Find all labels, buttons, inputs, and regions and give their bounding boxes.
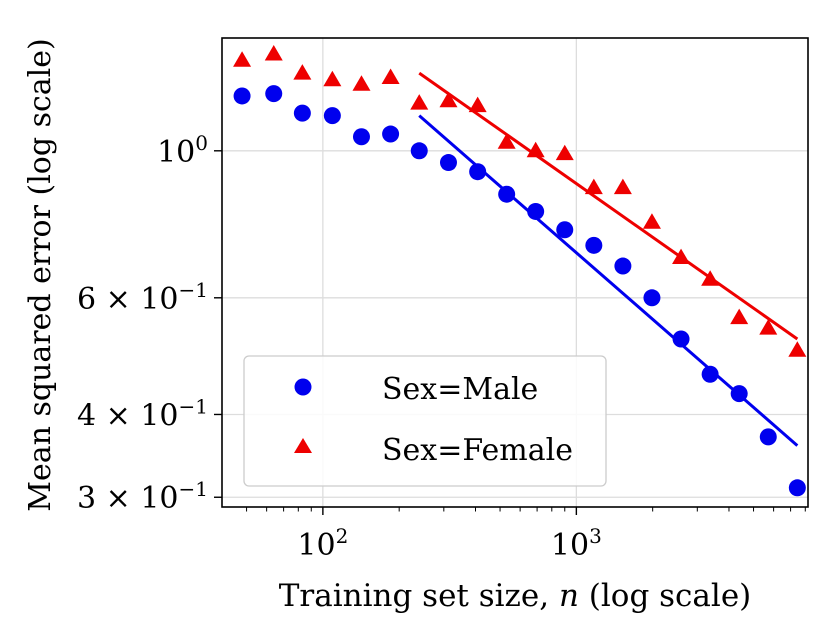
x-tick-label: 103 [551, 524, 602, 563]
x-tick-base: 10 [297, 528, 335, 563]
male-data-point [233, 87, 251, 105]
male-data-point [352, 128, 370, 146]
legend: Sex=Male Sex=Female [243, 355, 607, 487]
x-axis-label-variable: n [559, 578, 579, 614]
y-axis-label: Mean squared error (log scale) [23, 38, 58, 511]
y-tick-label: 4 × 10−1 [77, 394, 208, 433]
y-tick-base: 10 [140, 398, 178, 433]
male-data-point [585, 236, 603, 254]
female-data-point [613, 178, 632, 195]
female-data-point [584, 178, 603, 195]
plot-frame [221, 37, 809, 508]
legend-male-marker [294, 378, 312, 396]
y-tick-base: 10 [140, 282, 178, 317]
male-data-point [265, 85, 283, 103]
x-tick-exponent: 2 [336, 524, 349, 548]
y-tick-label: 100 [157, 131, 208, 170]
legend-box [243, 355, 607, 487]
y-tick-base: 10 [140, 481, 178, 516]
y-tick-label: 3 × 10−1 [77, 477, 208, 516]
female-data-point [555, 144, 574, 161]
y-tick-exponent: −1 [179, 278, 208, 302]
female-data-point [468, 96, 487, 113]
x-tick-exponent: 3 [589, 524, 602, 548]
female-data-point [672, 248, 691, 265]
male-data-point [759, 428, 777, 446]
female-data-point [642, 213, 661, 229]
x-tick-base: 10 [551, 528, 589, 563]
y-tick-base: 10 [157, 135, 195, 170]
x-axis-label-suffix: (log scale) [579, 578, 751, 614]
male-data-point [323, 107, 341, 125]
female-data-point [730, 308, 749, 325]
male-data-point [730, 385, 748, 403]
female-data-point [293, 64, 312, 80]
female-data-point [381, 68, 400, 85]
male-data-point [410, 142, 428, 160]
y-tick-exponent: −1 [179, 477, 208, 501]
female-data-point [759, 319, 778, 335]
y-tick-label: 6 × 10−1 [77, 278, 208, 317]
male-data-point [643, 289, 661, 307]
y-tick-mantissa: 3 × [77, 481, 140, 516]
female-data-point [410, 94, 429, 110]
y-tick-exponent: 0 [195, 131, 208, 155]
female-data-point [323, 70, 342, 87]
x-tick-label: 102 [297, 524, 348, 563]
legend-female-marker [294, 438, 312, 453]
male-data-point [556, 221, 574, 239]
male-data-point [469, 163, 487, 181]
x-axis-label-prefix: Training set size, [279, 578, 559, 614]
legend-female-label: Sex=Female [382, 433, 573, 468]
female-data-point [788, 341, 807, 357]
male-data-point [701, 365, 719, 383]
male-data-point [382, 125, 400, 143]
male-data-point [527, 202, 545, 220]
female-data-point [497, 133, 516, 149]
female-data-point [439, 91, 458, 108]
male-data-point [293, 104, 311, 122]
female-data-point [233, 51, 252, 67]
male-data-point [498, 185, 516, 203]
male-data-point [672, 330, 690, 348]
female-data-point [526, 141, 545, 158]
female-data-point [352, 75, 371, 91]
fit-line-female [418, 71, 799, 341]
data-points [233, 44, 807, 497]
male-data-point [439, 154, 457, 172]
male-data-point [614, 257, 632, 275]
y-tick-mantissa: 4 × [77, 398, 140, 433]
legend-male-label: Sex=Male [382, 372, 538, 407]
y-tick-exponent: −1 [179, 394, 208, 418]
y-tick-mantissa: 6 × [77, 282, 140, 317]
female-data-point [701, 270, 720, 286]
x-axis-label: Training set size, n (log scale) [279, 578, 752, 614]
female-data-point [264, 44, 283, 61]
male-data-point [788, 479, 806, 497]
